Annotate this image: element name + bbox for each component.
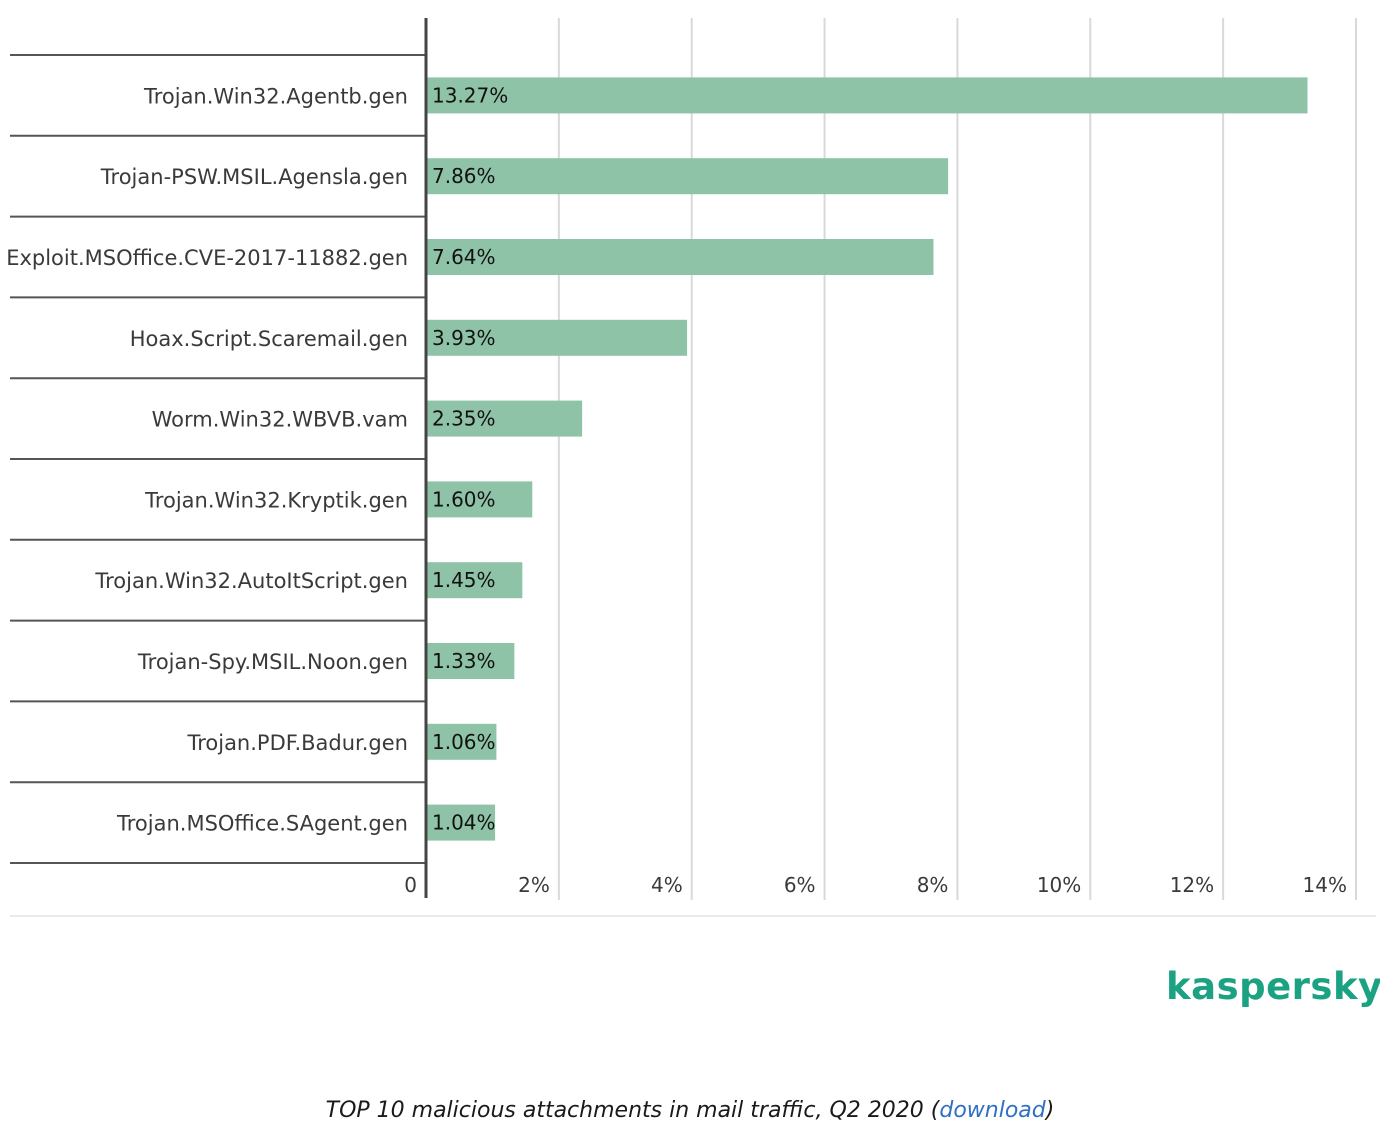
data-label: 1.33%: [432, 649, 496, 673]
x-tick-label: 8%: [917, 873, 949, 897]
category-label: Trojan.Win32.AutoItScript.gen: [94, 569, 408, 593]
category-label: Trojan-PSW.MSIL.Agensla.gen: [100, 165, 408, 189]
caption-text: TOP 10 malicious attachments in mail tra…: [325, 1098, 940, 1123]
data-label: 7.86%: [432, 164, 496, 188]
category-label: Trojan.PDF.Badur.gen: [186, 731, 408, 755]
data-label: 1.06%: [432, 730, 496, 754]
data-label: 1.45%: [432, 568, 496, 592]
bar: [427, 239, 934, 275]
category-label: Trojan-Spy.MSIL.Noon.gen: [137, 650, 408, 674]
data-label: 1.04%: [432, 811, 496, 835]
category-label: Worm.Win32.WBVB.vam: [152, 408, 408, 432]
bar: [427, 158, 949, 195]
x-tick-label: 6%: [784, 873, 816, 897]
category-label: Exploit.MSOffice.CVE-2017-11882.gen: [6, 246, 408, 270]
x-tick-label: 12%: [1170, 873, 1214, 897]
data-label: 1.60%: [432, 487, 496, 511]
bar: [427, 643, 515, 679]
data-label: 2.35%: [432, 407, 496, 431]
download-link[interactable]: download: [939, 1098, 1046, 1123]
bar-chart: Trojan.Win32.Agentb.gen 13.27% Trojan-PSW.…: [6, 18, 1376, 917]
category-label: Trojan.Win32.Kryptik.gen: [144, 488, 408, 512]
bar: [427, 804, 496, 841]
data-label: 13.27%: [432, 83, 508, 107]
x-tick-label: 14%: [1303, 873, 1347, 897]
x-tick-label: 2%: [518, 873, 550, 897]
bar: [427, 77, 1308, 114]
x-tick-label: 10%: [1037, 873, 1081, 897]
figure-caption: TOP 10 malicious attachments in mail tra…: [0, 1098, 1380, 1123]
bar: [427, 319, 688, 356]
caption-suffix: ): [1045, 1098, 1055, 1123]
bar: [427, 400, 583, 437]
bar: [427, 481, 533, 518]
x-tick-label: 0: [404, 873, 417, 897]
x-tick-label: 4%: [651, 873, 683, 897]
bar: [427, 723, 497, 760]
category-label: Hoax.Script.Scaremail.gen: [130, 327, 408, 351]
category-label: Trojan.Win32.Agentb.gen: [143, 84, 408, 108]
bar: [427, 562, 523, 599]
category-label: Trojan.MSOffice.SAgent.gen: [116, 812, 408, 836]
data-label: 7.64%: [432, 245, 496, 269]
data-label: 3.93%: [432, 326, 496, 350]
kaspersky-logo: kaspersky: [1166, 965, 1380, 1008]
